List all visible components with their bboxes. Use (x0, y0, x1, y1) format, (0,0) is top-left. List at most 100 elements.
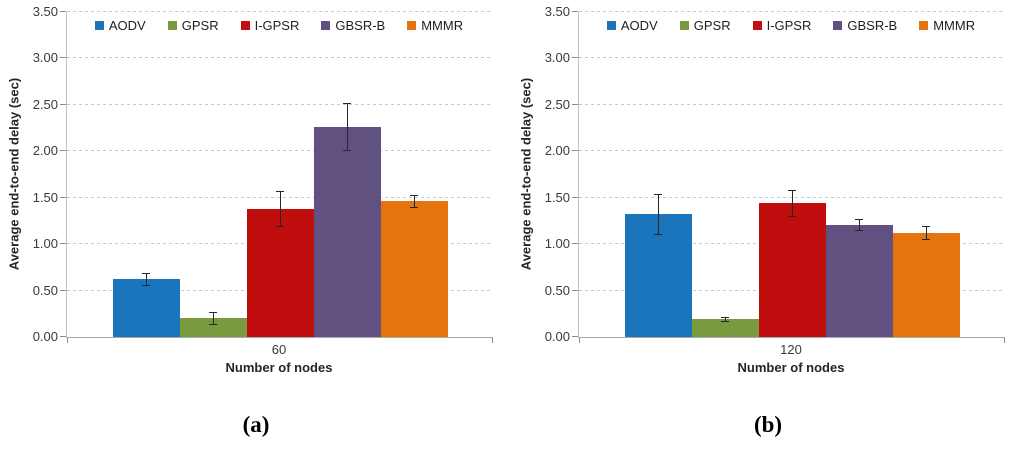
bar-gpsr (179, 318, 247, 337)
subfigure-caption-a: (a) (242, 412, 270, 437)
y-axis-tick (572, 243, 578, 245)
legend-marker-mmmr (919, 21, 929, 30)
chart-b: Average end-to-end delay (sec) AODV GPSR I… (512, 0, 1024, 450)
error-bar-mmmr (413, 195, 415, 207)
y-axis-tick (60, 57, 66, 59)
error-cap-top-mmmr (922, 226, 930, 227)
legend-marker-gpsr (167, 21, 177, 30)
error-cap-top-gpsr (721, 317, 729, 318)
error-bar-i-gpsr (279, 191, 281, 227)
gridline (67, 103, 493, 105)
y-axis-tick (60, 336, 66, 337)
error-cap-bottom-gbsr-b (343, 149, 351, 151)
bar-i-gpsr (758, 203, 826, 337)
legend-item-gbsr-b: GBSR-B (321, 19, 385, 32)
y-axis-tick-label: 3.50 (544, 4, 570, 19)
y-axis-tick-label: 0.00 (32, 329, 58, 344)
legend-marker-gbsr-b (833, 21, 843, 30)
x-axis-category-label: 120 (780, 342, 802, 357)
subfigure-caption-b: (b) (753, 412, 783, 437)
y-axis-tick (60, 103, 66, 105)
legend-item-aodv: AODV (606, 19, 658, 32)
y-axis-tick-label: 2.00 (544, 143, 570, 159)
error-cap-bottom-aodv (654, 234, 662, 236)
legend-label-aodv: AODV (108, 18, 146, 33)
bar-mmmr (892, 233, 960, 337)
legend-label-mmmr: MMMR (933, 18, 976, 33)
y-axis-tick (572, 150, 578, 152)
y-axis-tick-label: 2.00 (32, 143, 58, 159)
error-bar-gbsr-b (858, 219, 860, 231)
y-axis-tick (572, 289, 578, 291)
x-axis-end-tick (579, 338, 580, 343)
y-axis-tick-label: 0.50 (32, 282, 58, 298)
legend-label-gpsr: GPSR (181, 18, 219, 33)
legend-item-i-gpsr: I-GPSR (752, 19, 811, 32)
y-axis-tick (60, 150, 66, 152)
gridline (67, 11, 493, 12)
bar-mmmr (380, 201, 448, 337)
error-cap-bottom-gbsr-b (855, 229, 863, 231)
legend-label-gbsr-b: GBSR-B (847, 18, 898, 33)
legend-item-i-gpsr: I-GPSR (240, 19, 299, 32)
error-bar-aodv (145, 273, 147, 285)
error-bar-gbsr-b (346, 103, 348, 151)
error-cap-bottom-mmmr (922, 239, 930, 240)
x-axis-end-tick (1004, 338, 1005, 343)
x-axis-title: Number of nodes (737, 360, 845, 375)
gridline (67, 150, 493, 152)
gridline (579, 103, 1005, 105)
y-axis-tick-label: 1.50 (544, 189, 570, 205)
y-axis-tick (572, 103, 578, 105)
y-axis-tick (60, 11, 66, 12)
legend-marker-aodv (94, 21, 104, 30)
y-axis-tick (572, 57, 578, 59)
y-axis-tick (572, 11, 578, 12)
legend: AODV GPSR I-GPSR GBSR-B MMMR (66, 19, 492, 32)
legend-label-gpsr: GPSR (693, 18, 731, 33)
chart-a: Average end-to-end delay (sec) AODV GPSR I… (7, 4, 493, 437)
y-axis-tick-label: 1.00 (544, 236, 570, 252)
y-axis-tick-label: 3.00 (32, 50, 58, 66)
legend-marker-aodv (606, 21, 616, 30)
gridline (579, 11, 1005, 12)
legend-item-mmmr: MMMR (407, 19, 463, 32)
y-axis-tick (572, 336, 578, 337)
legend-item-gbsr-b: GBSR-B (833, 19, 897, 32)
y-axis-tick (572, 196, 578, 198)
y-axis-tick (60, 196, 66, 198)
error-cap-bottom-gpsr (209, 323, 217, 325)
error-cap-top-gpsr (209, 312, 217, 314)
error-cap-top-i-gpsr (788, 189, 796, 191)
error-cap-top-i-gpsr (276, 190, 284, 192)
bar-i-gpsr (246, 208, 314, 337)
gridline (579, 150, 1005, 152)
legend-marker-i-gpsr (752, 21, 762, 30)
plot-area (572, 11, 1005, 343)
bar-gbsr-b (825, 224, 893, 337)
y-axis-tick (60, 243, 66, 245)
gridline (67, 57, 493, 59)
bar-aodv (112, 279, 180, 337)
y-axis-tick-label: 1.00 (32, 236, 58, 252)
y-axis-tick-label: 1.50 (32, 189, 58, 205)
error-cap-top-gbsr-b (343, 103, 351, 105)
error-cap-bottom-mmmr (410, 206, 418, 208)
legend-marker-gpsr (679, 21, 689, 30)
x-axis-category-label: 60 (271, 342, 287, 357)
error-cap-bottom-aodv (142, 284, 150, 286)
legend-item-gpsr: GPSR (679, 18, 731, 33)
y-axis-tick-label: 0.50 (544, 282, 570, 298)
error-cap-top-aodv (654, 193, 662, 195)
error-cap-bottom-i-gpsr (788, 215, 796, 217)
x-axis-end-tick (67, 338, 68, 343)
legend-label-mmmr: MMMR (421, 18, 464, 33)
legend-marker-mmmr (407, 21, 417, 30)
legend-item-aodv: AODV (94, 18, 146, 33)
error-cap-top-mmmr (410, 195, 418, 197)
y-axis-tick-label: 3.00 (544, 50, 570, 66)
x-axis-title: Number of nodes (225, 360, 333, 375)
x-axis-end-tick (492, 338, 493, 343)
gridline (579, 57, 1005, 59)
y-axis-tick-label: 2.50 (544, 96, 570, 112)
